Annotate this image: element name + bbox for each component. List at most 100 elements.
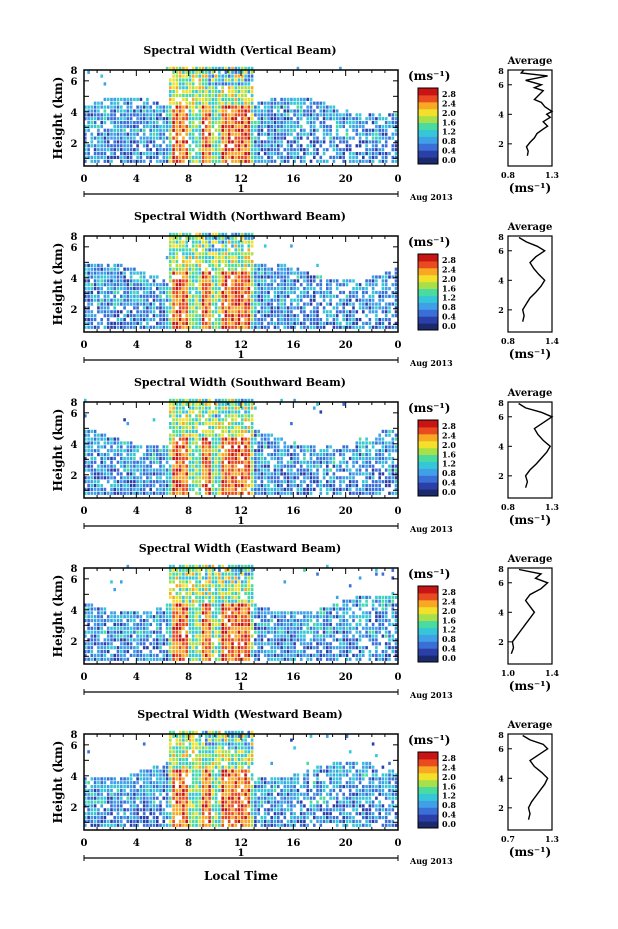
heatmap-cell: [313, 464, 316, 468]
heatmap-cell: [129, 97, 133, 101]
heatmap-cell: [241, 429, 244, 433]
heatmap-cell: [394, 325, 398, 329]
heatmap-cell: [97, 615, 100, 619]
heatmap-cell: [116, 144, 120, 148]
heatmap-cell: [329, 487, 332, 491]
heatmap-cell: [211, 453, 215, 457]
heatmap-cell: [90, 634, 94, 638]
heatmap-cell: [218, 425, 221, 430]
heatmap-cell: [185, 310, 188, 314]
x-tick-label: 16: [286, 174, 300, 185]
profile-title: Average: [507, 222, 553, 233]
heatmap-cell: [273, 152, 277, 156]
heatmap-cell: [332, 148, 336, 152]
heatmap-cell: [247, 491, 251, 495]
heatmap-cell: [191, 449, 195, 453]
heatmap-cell: [384, 287, 388, 291]
heatmap-cell: [133, 132, 136, 136]
heatmap-cell: [306, 144, 309, 148]
heatmap-cell: [322, 453, 326, 457]
heatmap-cell: [208, 283, 211, 287]
heatmap-cell: [211, 155, 215, 159]
heatmap-cell: [227, 74, 231, 78]
heatmap-cell: [237, 232, 241, 236]
heatmap-cell: [178, 468, 182, 472]
heatmap-cell: [100, 144, 103, 148]
heatmap-cell: [172, 117, 175, 121]
colorbar-segment: [418, 136, 438, 144]
heatmap-cell: [90, 298, 94, 302]
heatmap-cell: [198, 78, 202, 82]
heatmap-cell: [394, 152, 398, 156]
heatmap-cell: [172, 159, 175, 163]
heatmap-cell: [277, 321, 280, 325]
heatmap-cell: [156, 159, 159, 163]
heatmap-cell: [136, 132, 139, 136]
heatmap-cell: [87, 441, 90, 445]
heatmap-cell: [120, 132, 123, 136]
heatmap-cell: [224, 429, 228, 433]
heatmap-cell: [126, 491, 130, 495]
heatmap-cell: [182, 124, 185, 129]
heatmap-cell: [241, 290, 244, 295]
heatmap-cell: [250, 429, 254, 433]
heatmap-cell: [208, 310, 211, 314]
heatmap-cell: [388, 275, 391, 279]
heatmap-cell: [316, 310, 319, 314]
heatmap-cell: [299, 159, 303, 163]
heatmap-cell: [247, 484, 251, 488]
heatmap-cell: [211, 476, 215, 480]
heatmap-cell: [195, 155, 198, 159]
heatmap-cell: [162, 480, 166, 484]
heatmap-cell: [257, 298, 260, 302]
heatmap-cell: [352, 159, 355, 163]
heatmap-cell: [146, 456, 149, 461]
heatmap-cell: [198, 140, 202, 144]
heatmap-cell: [172, 484, 175, 488]
heatmap-cell: [110, 653, 113, 657]
heatmap-cell: [106, 283, 110, 287]
heatmap-cell: [100, 290, 103, 295]
heatmap-cell: [208, 298, 211, 302]
heatmap-cell: [296, 460, 300, 464]
heatmap-cell: [231, 283, 234, 287]
heatmap-cell: [185, 124, 188, 129]
heatmap-cell: [241, 287, 244, 291]
heatmap-cell: [273, 117, 277, 121]
heatmap-cell: [384, 290, 388, 295]
heatmap-cell: [221, 294, 224, 298]
heatmap-cell: [159, 314, 162, 318]
heatmap-cell: [286, 144, 290, 148]
colorbar-tick-label: 2.8: [442, 421, 456, 431]
heatmap-cell: [270, 298, 273, 302]
heatmap-cell: [241, 117, 244, 121]
heatmap-cell: [87, 484, 90, 488]
heatmap-cell: [247, 155, 251, 159]
heatmap-cell: [309, 298, 313, 302]
heatmap-cell: [172, 90, 175, 94]
heatmap-cell: [286, 121, 290, 125]
heatmap-cell: [384, 433, 388, 437]
heatmap-cell: [120, 487, 123, 491]
heatmap-cell: [309, 283, 313, 287]
heatmap-cell: [188, 460, 192, 464]
heatmap-cell: [97, 287, 100, 291]
profile-x-label: (ms⁻¹): [509, 181, 551, 195]
heatmap-cell: [103, 159, 107, 163]
heatmap-cell: [237, 275, 241, 279]
heatmap-cell: [191, 82, 195, 86]
heatmap-cell: [136, 480, 139, 484]
heatmap-cell: [241, 306, 244, 310]
heatmap-cell: [335, 152, 339, 156]
heatmap-cell: [313, 453, 316, 457]
heatmap-cell: [270, 121, 273, 125]
heatmap-cell: [322, 476, 326, 480]
heatmap-cell: [241, 472, 244, 476]
heatmap-cell: [185, 321, 188, 325]
heatmap-cell: [139, 634, 143, 638]
heatmap-cell: [100, 615, 103, 619]
heatmap-cell: [198, 456, 202, 461]
heatmap-cell: [165, 155, 169, 159]
heatmap-cell: [250, 402, 254, 406]
heatmap-cell: [293, 480, 296, 484]
